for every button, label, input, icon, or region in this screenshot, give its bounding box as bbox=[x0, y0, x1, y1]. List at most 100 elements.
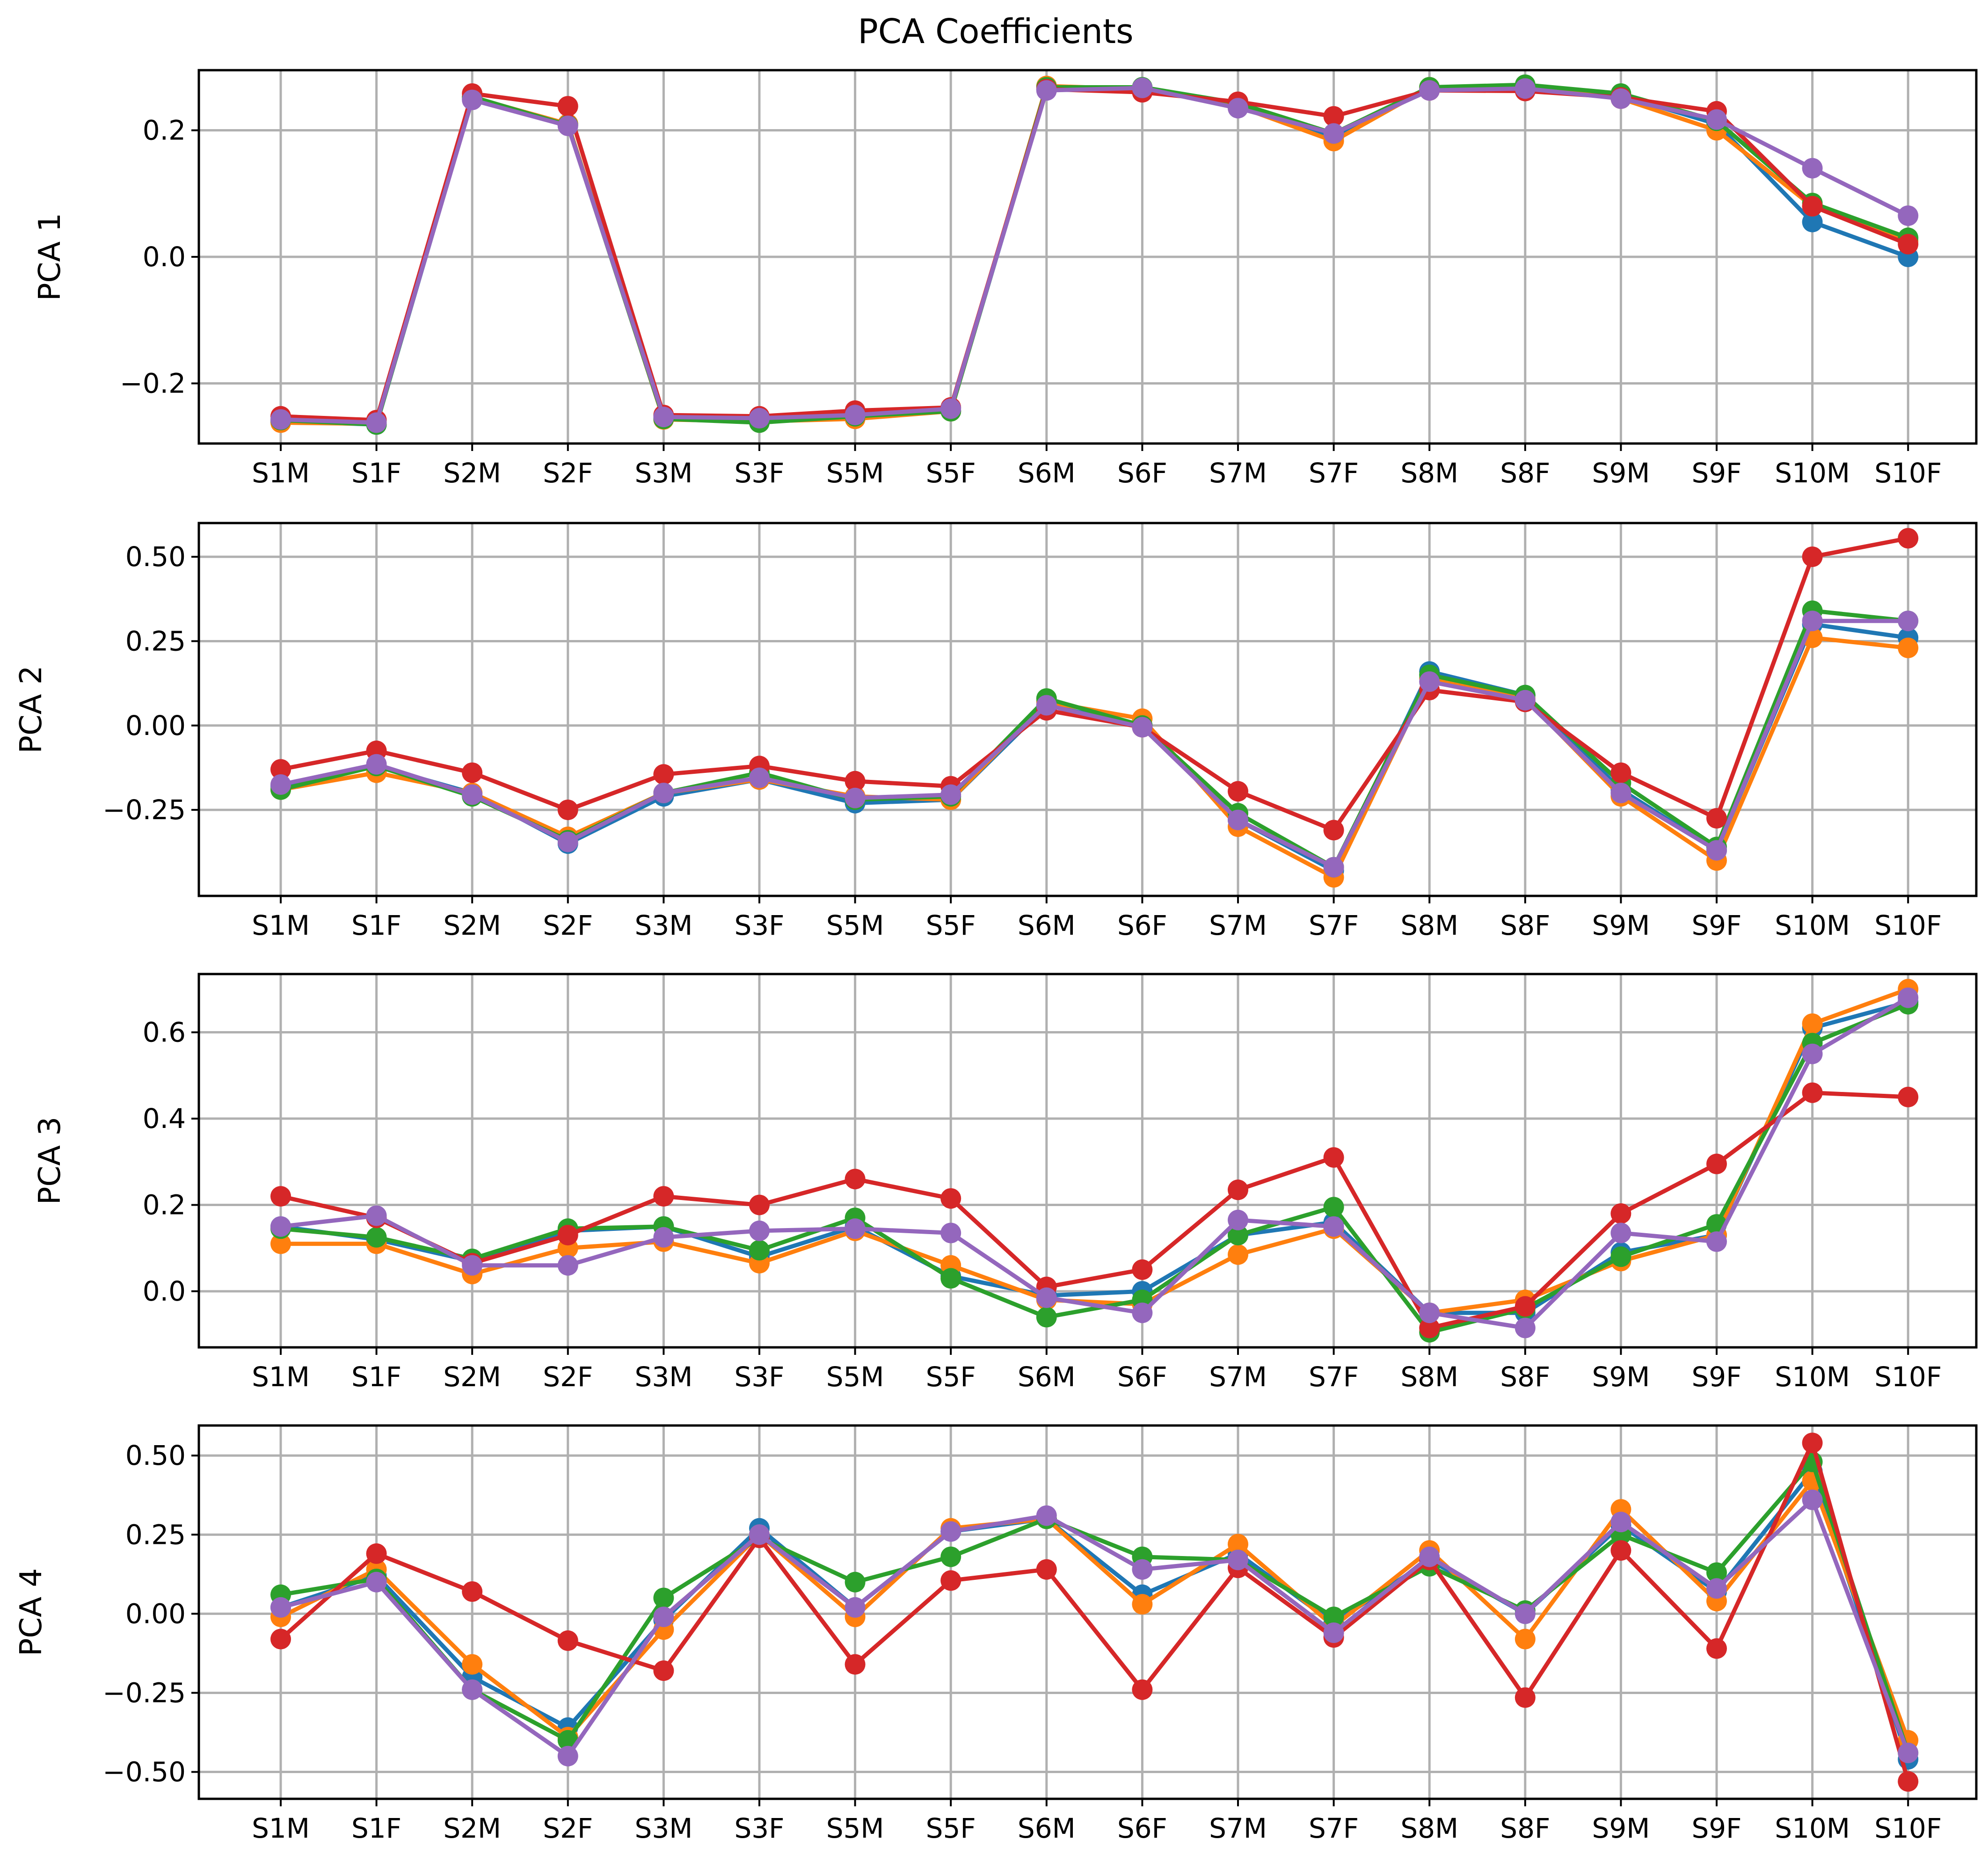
data-point bbox=[653, 1607, 674, 1628]
data-point bbox=[1419, 1546, 1440, 1567]
series-4 bbox=[270, 528, 1919, 841]
data-point bbox=[270, 1597, 291, 1618]
data-point bbox=[270, 774, 291, 795]
series-line bbox=[280, 86, 1909, 425]
y-tick-label: 0.2 bbox=[143, 1189, 186, 1221]
x-tick-label: S8F bbox=[1500, 909, 1550, 941]
x-tick-label: S2M bbox=[443, 1812, 501, 1844]
data-point bbox=[1802, 1043, 1823, 1064]
data-point bbox=[1515, 690, 1536, 711]
x-tick-label: S6F bbox=[1117, 457, 1167, 489]
data-point bbox=[1706, 1562, 1727, 1583]
data-point bbox=[1610, 1540, 1631, 1561]
data-point bbox=[1802, 1082, 1823, 1103]
data-point bbox=[940, 1521, 961, 1542]
y-tick-label: 0.2 bbox=[143, 114, 186, 146]
x-tick-label: S7M bbox=[1209, 1361, 1267, 1393]
x-tick-label: S9M bbox=[1592, 457, 1650, 489]
x-tick-label: S5M bbox=[826, 1812, 884, 1844]
data-point bbox=[1132, 717, 1153, 738]
x-tick-label: S2M bbox=[443, 1361, 501, 1393]
data-point bbox=[1036, 1287, 1057, 1308]
y-tick-label: 0.0 bbox=[143, 241, 186, 273]
data-point bbox=[1706, 1638, 1727, 1659]
data-point bbox=[1036, 1559, 1057, 1580]
panel-4: S1M S1F S2M S2F S3M S3F S5M S5F S6M S6F S7M S7F S8M S… bbox=[14, 1424, 1978, 1844]
x-tick-label: S2F bbox=[543, 457, 593, 489]
x-tick-label: S8M bbox=[1400, 909, 1458, 941]
data-point bbox=[270, 1233, 291, 1254]
data-point bbox=[1898, 205, 1919, 226]
data-point bbox=[1898, 1771, 1919, 1792]
x-tick-label: S3F bbox=[734, 909, 784, 941]
x-tick-label: S2F bbox=[543, 1361, 593, 1393]
data-point bbox=[845, 1571, 866, 1593]
data-point bbox=[1419, 1302, 1440, 1324]
x-tick-label: S7F bbox=[1309, 909, 1359, 941]
data-point bbox=[1228, 1225, 1248, 1246]
x-tick-label: S9M bbox=[1592, 1812, 1650, 1844]
series-line bbox=[280, 536, 1909, 832]
data-point bbox=[366, 754, 387, 775]
data-point bbox=[1898, 1742, 1919, 1763]
y-tick-label: 0.00 bbox=[125, 1598, 186, 1629]
data-point bbox=[462, 1255, 483, 1276]
data-point bbox=[557, 96, 578, 117]
series-line bbox=[280, 1478, 1910, 1741]
data-point bbox=[1802, 1433, 1823, 1454]
data-point bbox=[1132, 77, 1153, 98]
data-point bbox=[462, 784, 483, 805]
data-point bbox=[1515, 1603, 1536, 1624]
series-line bbox=[280, 1469, 1910, 1760]
data-point bbox=[366, 1227, 387, 1248]
data-point bbox=[1323, 1216, 1344, 1237]
data-point bbox=[845, 1218, 866, 1239]
series-line bbox=[280, 84, 1909, 426]
data-point bbox=[653, 1587, 674, 1608]
data-point bbox=[1610, 1222, 1631, 1244]
data-point bbox=[270, 1186, 291, 1207]
data-point bbox=[1706, 808, 1727, 829]
x-tick-label: S5F bbox=[926, 1361, 976, 1393]
data-point bbox=[845, 1654, 866, 1675]
data-point bbox=[1898, 637, 1919, 658]
data-point bbox=[557, 831, 578, 852]
data-point bbox=[366, 1205, 387, 1226]
data-point bbox=[940, 1188, 961, 1209]
data-point bbox=[366, 1543, 387, 1564]
data-point bbox=[462, 1654, 483, 1675]
x-tick-label: S1F bbox=[351, 1812, 401, 1844]
data-point bbox=[462, 1581, 483, 1602]
data-point bbox=[557, 116, 578, 136]
series-line bbox=[280, 609, 1908, 870]
data-point bbox=[1706, 1578, 1727, 1599]
x-tick-label: S2M bbox=[443, 909, 501, 941]
series-4 bbox=[270, 79, 1919, 430]
data-point bbox=[366, 1571, 387, 1593]
data-point bbox=[557, 1630, 578, 1651]
x-tick-label: S8F bbox=[1500, 457, 1550, 489]
data-point bbox=[1323, 1197, 1344, 1218]
y-tick-label: 0.50 bbox=[125, 541, 186, 573]
series-line bbox=[281, 987, 1909, 1315]
data-point bbox=[1132, 1679, 1153, 1700]
data-point bbox=[1610, 1512, 1631, 1533]
data-point bbox=[557, 800, 578, 821]
series-5 bbox=[270, 77, 1919, 433]
data-point bbox=[1610, 1246, 1631, 1267]
x-tick-label: S8M bbox=[1400, 1361, 1458, 1393]
chart-title: PCA Coefficients bbox=[858, 12, 1133, 51]
x-tick-label: S5F bbox=[926, 1812, 976, 1844]
x-tick-label: S6M bbox=[1018, 909, 1076, 941]
data-point bbox=[845, 1169, 866, 1190]
y-tick-label: 0.0 bbox=[143, 1275, 186, 1307]
x-tick-label: S3M bbox=[635, 1361, 693, 1393]
y-axis-label: PCA 2 bbox=[14, 665, 49, 753]
data-point bbox=[1515, 78, 1536, 99]
data-point bbox=[1802, 196, 1823, 217]
x-tick-label: S9M bbox=[1592, 909, 1650, 941]
x-tick-label: S1F bbox=[351, 457, 401, 489]
data-point bbox=[1802, 611, 1823, 632]
series-2 bbox=[270, 979, 1919, 1324]
series-line bbox=[280, 1091, 1908, 1330]
